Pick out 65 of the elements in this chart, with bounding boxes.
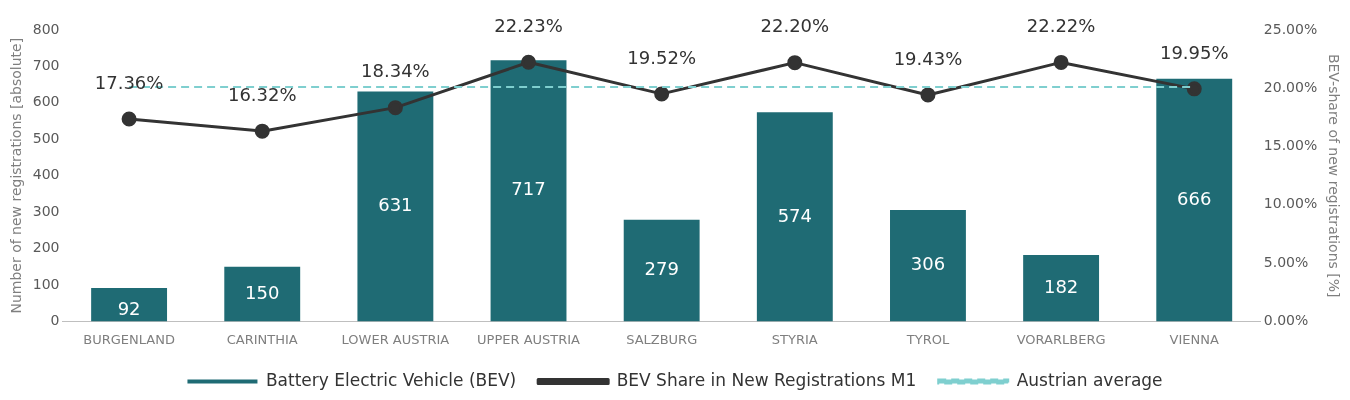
x-tick-label: BURGENLAND xyxy=(83,331,175,347)
data-label: 717 xyxy=(511,178,546,200)
data-label: 18.34% xyxy=(361,60,430,82)
point xyxy=(387,100,403,116)
x-tick-label: CARINTHIA xyxy=(226,331,298,347)
bar xyxy=(756,112,833,322)
bar xyxy=(224,266,301,322)
x-tick-label: UPPER AUSTRIA xyxy=(477,331,581,347)
x-tick-label: LOWER AUSTRIA xyxy=(341,331,450,347)
legend-label: BEV Share in New Registrations M1 xyxy=(616,369,917,390)
data-label: 16.32% xyxy=(227,83,297,105)
data-label: 631 xyxy=(378,194,413,216)
point xyxy=(521,54,537,70)
data-label: 22.23% xyxy=(494,14,563,36)
bar xyxy=(490,60,567,322)
point xyxy=(121,111,137,127)
data-label: 150 xyxy=(245,281,280,303)
x-tick-label: STYRIA xyxy=(771,331,818,347)
point xyxy=(787,55,803,71)
x-tick-label: VIENNA xyxy=(1169,331,1219,347)
data-label: 19.95% xyxy=(1159,41,1229,63)
y-tick-label: 500 xyxy=(32,129,60,146)
y-axis-title: Number of new registrations [absolute] xyxy=(8,37,25,314)
y2-tick-label: 20.00% xyxy=(1263,78,1318,95)
bar xyxy=(1023,255,1100,322)
y-tick-label: 600 xyxy=(32,93,60,110)
bar xyxy=(623,219,700,322)
y2-tick-label: 10.00% xyxy=(1263,195,1318,212)
bar xyxy=(357,91,434,322)
point xyxy=(1053,54,1069,70)
bar xyxy=(890,209,966,322)
y-tick-label: 200 xyxy=(32,239,60,256)
y2-tick-label: 15.00% xyxy=(1263,137,1318,154)
y2-tick-label: 25.00% xyxy=(1263,20,1318,37)
legend-label: Austrian average xyxy=(1016,369,1163,390)
x-tick-label: SALZBURG xyxy=(626,331,698,347)
y2-tick-label: 5.00% xyxy=(1263,253,1309,270)
legend-label: Battery Electric Vehicle (BEV) xyxy=(265,369,517,390)
y-tick-label: 800 xyxy=(32,20,60,37)
data-label: 574 xyxy=(777,204,812,226)
bar xyxy=(1156,78,1233,322)
data-label: 92 xyxy=(117,297,141,319)
y-tick-label: 0 xyxy=(50,312,60,329)
data-label: 666 xyxy=(1177,187,1212,209)
y-tick-label: 100 xyxy=(32,275,60,292)
data-label: 22.22% xyxy=(1026,15,1096,37)
y-tick-label: 300 xyxy=(32,202,60,219)
data-label: 17.36% xyxy=(94,71,164,93)
bar xyxy=(91,287,168,322)
x-tick-label: VORARLBERG xyxy=(1016,331,1106,347)
data-label: 306 xyxy=(910,253,946,275)
data-label: 19.52% xyxy=(627,46,696,68)
point xyxy=(254,123,270,139)
data-label: 19.43% xyxy=(893,47,963,69)
y-tick-label: 700 xyxy=(32,57,60,74)
data-label: 22.20% xyxy=(760,15,830,37)
point xyxy=(654,86,670,102)
data-label: 279 xyxy=(644,258,679,280)
y2-axis-title: BEV-share of new registrations [%] xyxy=(1325,53,1342,298)
y-tick-label: 400 xyxy=(32,166,60,183)
point xyxy=(920,87,936,103)
point xyxy=(1186,81,1202,97)
y2-tick-label: 0.00% xyxy=(1263,312,1309,329)
data-label: 182 xyxy=(1043,275,1079,297)
x-tick-label: TYROL xyxy=(905,331,950,347)
